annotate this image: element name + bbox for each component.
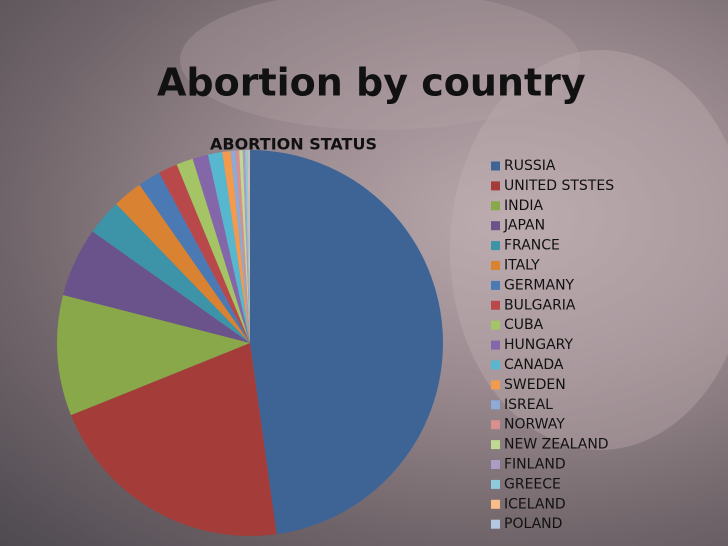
legend-label: BULGARIA (504, 297, 576, 313)
legend-label: JAPAN (503, 218, 545, 234)
pie-slice (245, 150, 250, 343)
pie-slice (116, 184, 250, 343)
legend-swatch (491, 280, 500, 290)
legend-label: ISREAL (504, 397, 553, 413)
legend-swatch (491, 400, 500, 410)
pie-slice (176, 158, 250, 343)
legend-swatch (491, 519, 500, 529)
pie-slice (230, 150, 250, 343)
legend-label: UNITED STSTES (504, 178, 614, 194)
legend-label: ITALY (504, 258, 540, 274)
legend-swatch (491, 420, 500, 430)
legend-swatch (491, 300, 500, 310)
legend-swatch (491, 360, 500, 370)
legend-swatch (491, 201, 500, 211)
legend-label: NORWAY (504, 417, 565, 433)
legend-swatch (491, 479, 500, 489)
legend-swatch (491, 221, 500, 231)
background-shape (180, 0, 580, 130)
background-shape (450, 50, 728, 450)
legend-label: GERMANY (504, 277, 575, 293)
legend-label: RUSSIA (504, 158, 556, 174)
pie (57, 150, 443, 536)
legend-swatch (491, 499, 500, 509)
legend-swatch (491, 440, 500, 450)
slide-title: Abortion by country (157, 61, 586, 105)
legend-swatch (491, 161, 500, 171)
pie-slice (235, 150, 250, 343)
pie-slice (239, 150, 250, 343)
legend-swatch (491, 380, 500, 390)
legend-swatch (491, 340, 500, 350)
legend-label: SWEDEN (504, 377, 566, 393)
pie-slice (57, 295, 250, 416)
legend-label: CUBA (504, 317, 544, 333)
pie-slice (63, 231, 251, 343)
pie-slice (248, 150, 250, 343)
legend-label: HUNGARY (504, 337, 574, 353)
legend-label: FRANCE (504, 238, 560, 254)
chart-title: ABORTION STATUS (210, 135, 377, 154)
pie-slice (207, 152, 250, 343)
legend-label: CANADA (504, 357, 564, 373)
pie-slice (71, 343, 277, 536)
legend-swatch (491, 241, 500, 251)
legend-swatch (491, 261, 500, 270)
legend-swatch (491, 181, 500, 191)
legend-label: POLAND (504, 516, 562, 532)
pie-slice (92, 203, 250, 343)
legend-swatch (491, 320, 500, 330)
pie-slice (247, 150, 250, 343)
legend-label: GREECE (504, 476, 561, 492)
legend-swatch (491, 460, 500, 469)
pie-slice (242, 150, 250, 343)
legend-label: FINLAND (504, 457, 566, 473)
legend-label: INDIA (504, 198, 544, 214)
pie-slice (139, 172, 250, 343)
pie-slice (159, 164, 250, 343)
pie-slice (222, 150, 250, 343)
pie-slice (192, 154, 250, 343)
pie-slice (250, 150, 443, 535)
legend: RUSSIA UNITED STSTES INDIA JAPAN FRANCE ITALY… (491, 158, 614, 532)
legend-label: NEW ZEALAND (504, 437, 609, 453)
legend-label: ICELAND (504, 496, 566, 512)
